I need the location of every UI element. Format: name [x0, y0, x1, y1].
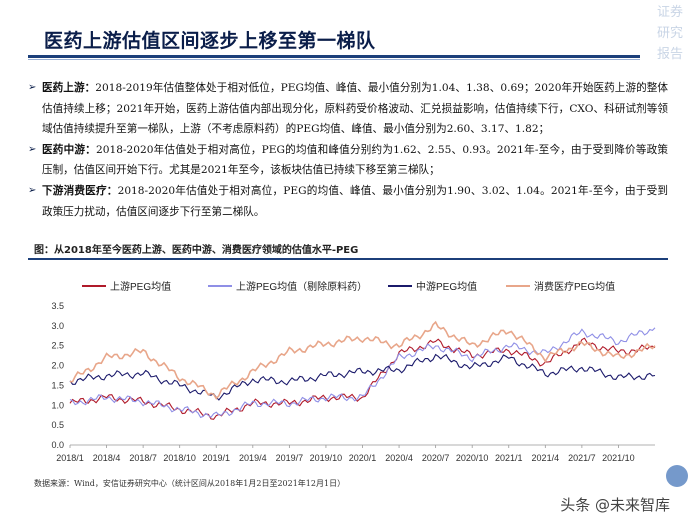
- x-tick-label: 2019/10: [310, 453, 343, 463]
- y-tick-label: 0.5: [51, 420, 64, 430]
- brand-line: 报告: [656, 47, 683, 62]
- x-tick-label: 2020/4: [385, 453, 413, 463]
- series-line: [69, 337, 656, 420]
- watermark: 头条 @未来智库: [560, 496, 670, 514]
- series-line: [69, 327, 656, 419]
- bullet-text: 2018-2019年估值整体处于相对低位，PEG均值、峰值、最小值分别为1.04…: [42, 82, 668, 136]
- x-tick-label: 2020/1: [349, 453, 377, 463]
- bullet-item: ➢ 医药上游：2018-2019年估值整体处于相对低位，PEG均值、峰值、最小值…: [28, 78, 668, 140]
- bullet-lead: 医药中游：: [42, 143, 96, 156]
- x-tick-label: 2018/1: [56, 453, 84, 463]
- x-tick-label: 2021/10: [602, 453, 635, 463]
- y-tick-label: 3.5: [51, 301, 64, 311]
- chart-series: [69, 320, 656, 420]
- x-tick-label: 2018/7: [129, 453, 157, 463]
- x-tick-label: 2018/10: [163, 453, 196, 463]
- x-tick-label: 2021/1: [495, 453, 523, 463]
- chart-legend: 上游PEG均值 上游PEG均值（剔除原料药） 中游PEG均值 消费医疗PEG均值: [82, 280, 615, 293]
- title-divider: [28, 55, 640, 58]
- x-tick-label: 2020/10: [456, 453, 489, 463]
- figure-source: 数据来源：Wind，安信证券研究中心（统计区间从2018年1月2日至2021年1…: [34, 479, 346, 488]
- x-tick-label: 2021/4: [532, 453, 560, 463]
- page-title: 医药上游估值区间逐步上移至第一梯队: [44, 30, 376, 52]
- x-tick-label: 2018/4: [93, 453, 121, 463]
- arrow-bullet-icon: ➢: [28, 82, 37, 93]
- arrow-bullet-icon: ➢: [28, 184, 37, 196]
- x-tick-label: 2021/7: [568, 453, 596, 463]
- y-tick-label: 2.0: [51, 361, 64, 371]
- bullet-lead: 医药上游：: [42, 82, 96, 94]
- figure-divider: [28, 258, 668, 260]
- y-tick-label: 1.5: [51, 380, 64, 390]
- bullet-text: 2018-2020年估值处于相对高位，PEG的均值、峰值、最小值分别为1.90、…: [42, 184, 669, 218]
- title-divider-thin: [28, 59, 640, 60]
- bullet-item: ➢ 下游消费医疗：2018-2020年估值处于相对高位，PEG的均值、峰值、最小…: [28, 181, 668, 222]
- legend-label: 上游PEG均值（剔除原料药）: [236, 280, 367, 293]
- legend-label: 消费医疗PEG均值: [534, 280, 615, 293]
- brand-mark: 证券 研究 报告: [652, 2, 688, 65]
- arrow-bullet-icon: ➢: [28, 143, 37, 155]
- y-tick-label: 1.0: [51, 400, 64, 410]
- y-tick-label: 3.0: [51, 321, 64, 331]
- series-line: [69, 353, 656, 401]
- brand-line: 研究: [656, 26, 683, 41]
- y-tick-label: 0.0: [51, 440, 64, 450]
- legend-label: 中游PEG均值: [416, 280, 477, 293]
- x-tick-label: 2020/7: [422, 453, 450, 463]
- legend-label: 上游PEG均值: [110, 280, 171, 293]
- bullet-text: 2018-2020年估值处于相对高位，PEG的均值和峰值分别约为1.62、2.5…: [42, 143, 668, 177]
- bullet-list: ➢ 医药上游：2018-2019年估值整体处于相对低位，PEG均值、峰值、最小值…: [28, 78, 668, 222]
- bullet-item: ➢ 医药中游：2018-2020年估值处于相对高位，PEG的均值和峰值分别约为1…: [28, 140, 668, 181]
- y-tick-label: 2.5: [51, 341, 64, 351]
- x-tick-label: 2019/7: [276, 453, 304, 463]
- chart-axes: 0.0 0.5 1.0 1.5 2.0 2.5 3.0 3.5 2018/1 2018/4 2018…: [51, 301, 655, 463]
- x-tick-label: 2019/1: [202, 453, 230, 463]
- x-tick-label: 2019/4: [239, 453, 267, 463]
- brand-line: 证券: [656, 5, 683, 20]
- watermark-logo-icon: [666, 465, 688, 487]
- bullet-lead: 下游消费医疗：: [42, 184, 118, 197]
- series-line: [69, 320, 656, 400]
- figure-caption: 图：从2018年至今医药上游、医药中游、消费医疗领域的估值水平-PEG: [34, 245, 359, 256]
